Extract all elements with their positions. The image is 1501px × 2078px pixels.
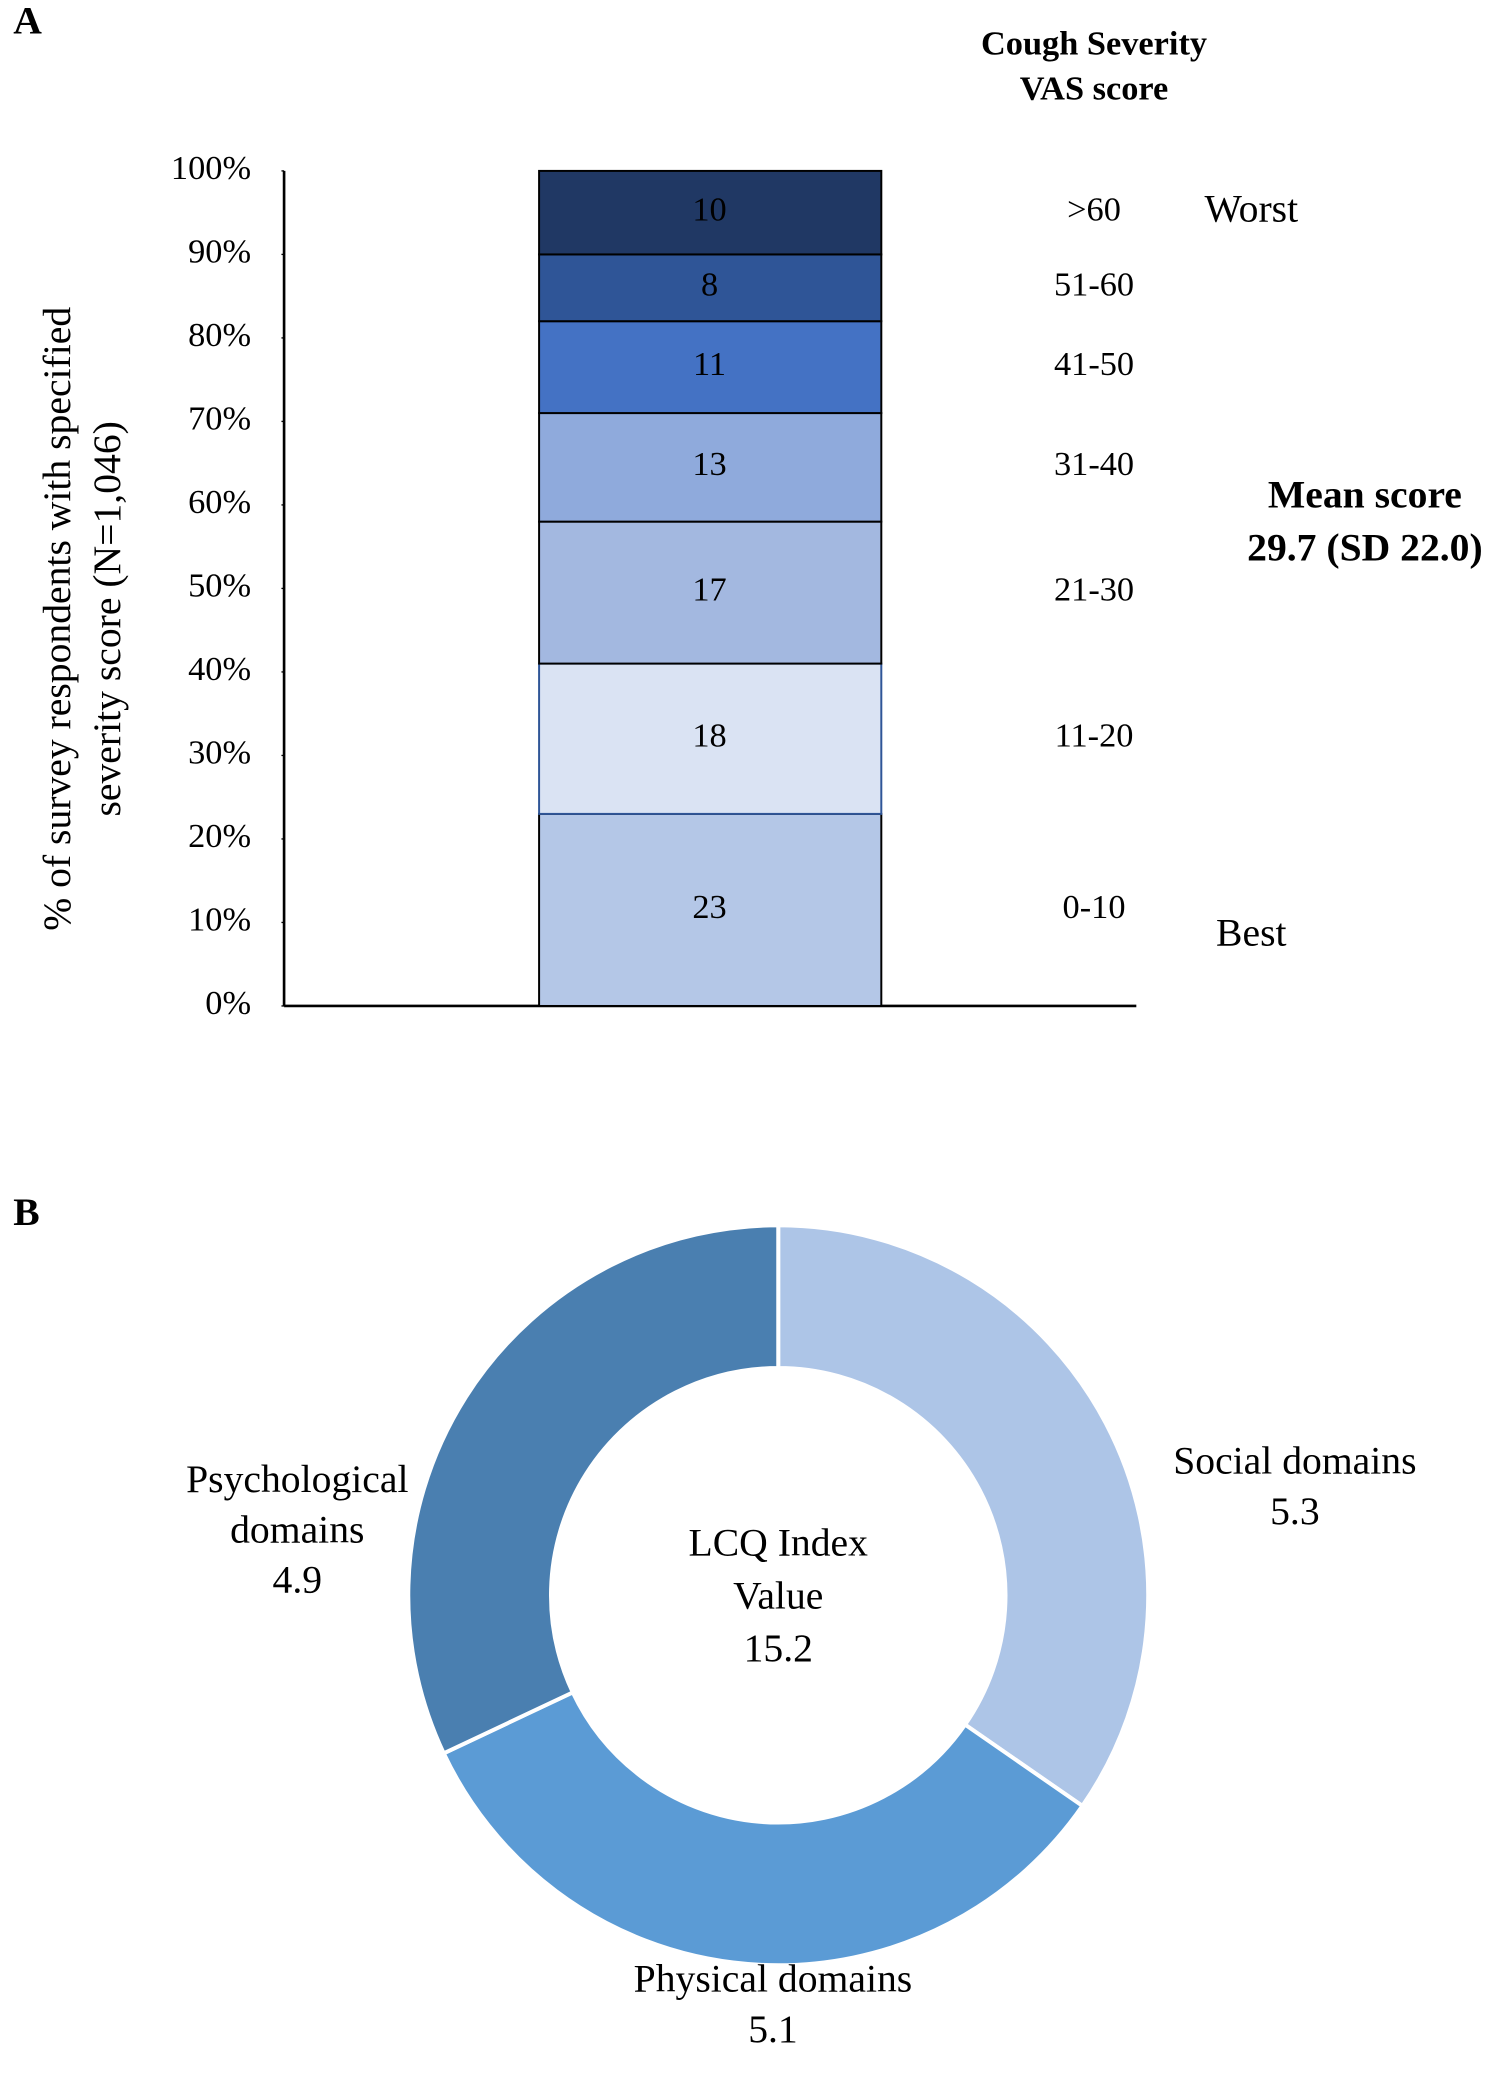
value-label: 11 <box>693 345 726 383</box>
category-label: Psychological domains <box>186 1457 409 1552</box>
bar-segment <box>538 320 883 415</box>
range-label: 21-30 <box>1054 571 1134 609</box>
annotation: Mean score <box>1268 473 1462 517</box>
y-tick-label: 10% <box>188 900 251 938</box>
range-label: 41-50 <box>1054 345 1134 383</box>
value-label: 4.9 <box>272 1558 323 1602</box>
slice-label-box: Physical domains 5.1 <box>575 1955 971 2055</box>
annotation: 29.7 (SD 22.0) <box>1247 526 1483 570</box>
bar-segment <box>538 520 883 665</box>
annotation: Worst <box>1204 187 1298 231</box>
value-label: 13 <box>692 445 726 483</box>
column-header: Cough Severity <box>981 25 1207 63</box>
center-label: 15.2 <box>744 1626 813 1670</box>
y-tick-label: 70% <box>188 399 251 437</box>
panel-label: A <box>13 0 42 42</box>
y-tick-label: 60% <box>188 483 251 521</box>
y-tick-label: 40% <box>188 650 251 688</box>
column-header: VAS score <box>1020 70 1169 108</box>
slice-label: Social domains 5.3 <box>1123 1437 1467 1537</box>
slice-label: Physical domains 5.1 <box>575 1955 971 2055</box>
y-axis-label: severity score (N=1,046) <box>85 421 129 816</box>
center-label: Value <box>733 1573 823 1617</box>
panel-label: B <box>13 1190 39 1234</box>
donut-slice <box>776 1223 1151 1809</box>
value-label: 8 <box>701 266 718 304</box>
y-tick-label: 100% <box>171 149 251 187</box>
slice-label-box: Psychological domains 4.9 <box>165 1455 429 1606</box>
range-label: 0-10 <box>1063 888 1126 926</box>
y-tick-label: 90% <box>188 232 251 270</box>
range-label: 31-40 <box>1054 445 1134 483</box>
y-axis-label: % of survey respondents with specified <box>35 307 79 931</box>
y-tick-label: 30% <box>188 733 251 771</box>
center-label: LCQ Index <box>689 1520 869 1564</box>
bar-segment <box>538 169 883 256</box>
y-tick-label: 0% <box>205 984 251 1022</box>
value-label: 5.3 <box>1270 1489 1320 1534</box>
y-tick-label: 50% <box>188 566 251 604</box>
range-label: 51-60 <box>1054 266 1134 304</box>
value-label: 17 <box>692 571 726 609</box>
bar-segment <box>538 662 883 815</box>
annotation: Best <box>1216 910 1286 954</box>
category-label: Physical domains <box>633 1957 913 2001</box>
slice-label: Psychological domains 4.9 <box>165 1455 429 1606</box>
value-label: 23 <box>692 888 726 926</box>
value-label: 10 <box>692 191 726 229</box>
range-label: 11-20 <box>1055 717 1134 755</box>
bar-segment <box>538 253 883 323</box>
donut-slice <box>406 1223 781 1756</box>
bar-segment <box>538 412 883 523</box>
y-tick-label: 20% <box>188 817 251 855</box>
range-label: >60 <box>1067 191 1121 229</box>
value-label: 5.1 <box>748 2007 798 2052</box>
slice-label-box: Social domains 5.3 <box>1123 1437 1467 1537</box>
y-tick-label: 80% <box>188 316 251 354</box>
donut-slice <box>441 1689 1086 1968</box>
value-label: 18 <box>692 717 726 755</box>
category-label: Social domains <box>1173 1439 1417 1483</box>
bar-segment <box>538 812 883 1007</box>
